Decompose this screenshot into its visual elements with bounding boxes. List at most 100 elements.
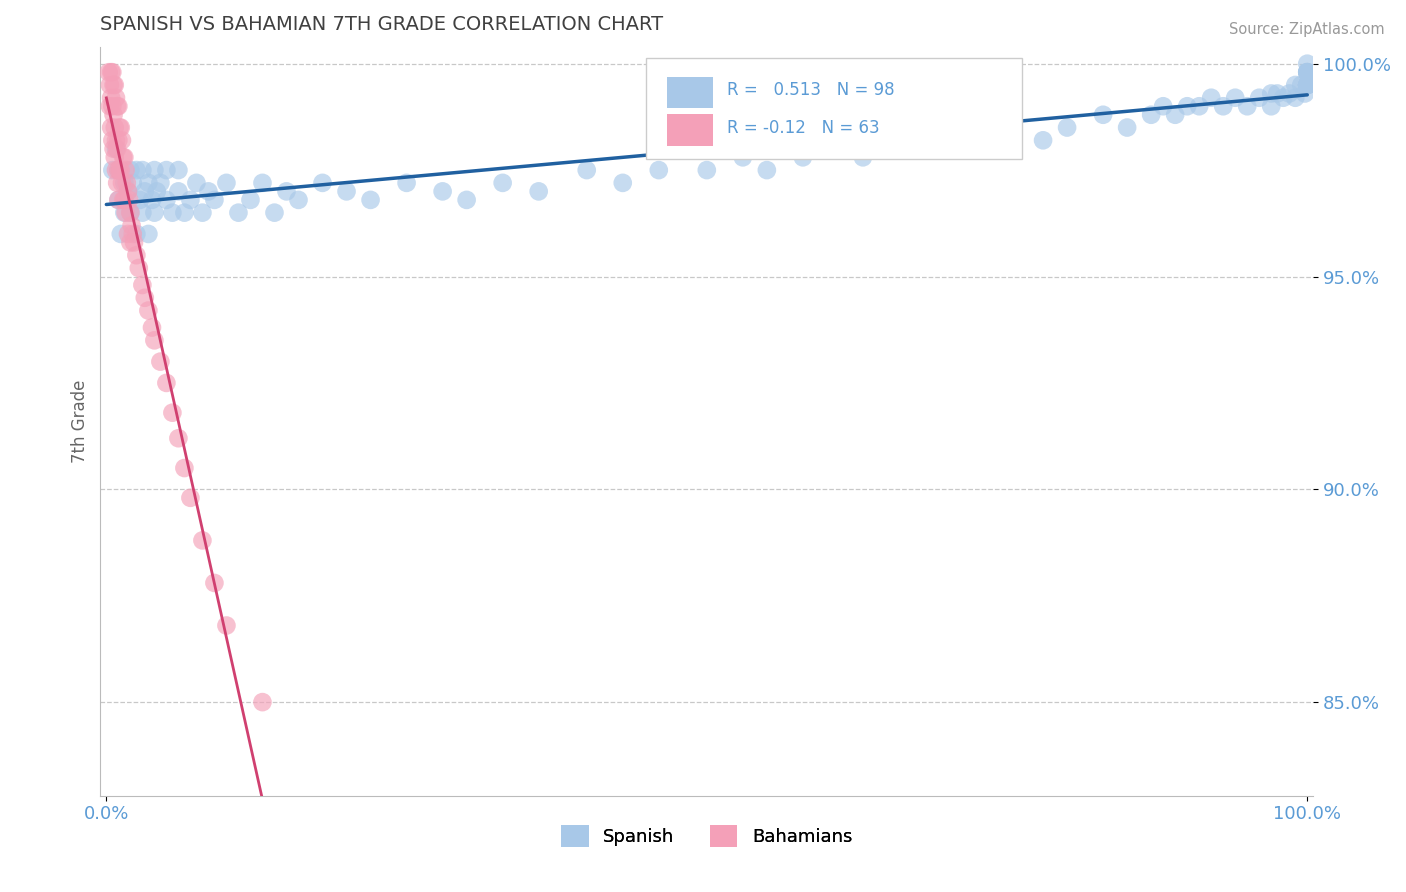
Point [146, 185, 169, 199]
Point [103, 142, 125, 156]
Y-axis label: 7th Grade: 7th Grade [72, 379, 89, 463]
Point [120, 205, 142, 219]
Point [191, 533, 214, 548]
Point [100, 120, 122, 135]
Point [111, 133, 134, 147]
Text: R = -0.12   N = 63: R = -0.12 N = 63 [727, 119, 880, 136]
Point [1294, 87, 1316, 101]
Point [204, 576, 226, 591]
Point [155, 193, 177, 207]
Point [612, 176, 634, 190]
Point [1296, 65, 1319, 79]
Point [107, 133, 129, 147]
Point [167, 163, 190, 178]
Point [1296, 65, 1319, 79]
Point [972, 133, 994, 147]
Point [104, 142, 127, 156]
Point [1225, 91, 1247, 105]
Point [117, 227, 139, 241]
Point [112, 205, 135, 219]
FancyBboxPatch shape [647, 58, 1022, 159]
Point [103, 108, 125, 122]
Point [98, 78, 121, 92]
Point [215, 176, 238, 190]
Point [1249, 91, 1271, 105]
Point [101, 133, 124, 147]
Point [995, 120, 1018, 135]
Point [112, 193, 135, 207]
Point [173, 461, 195, 475]
Point [1188, 99, 1211, 113]
Point [107, 163, 129, 178]
Point [1296, 78, 1319, 92]
Point [97, 65, 120, 79]
Point [755, 163, 778, 178]
Point [120, 205, 142, 219]
Point [1296, 65, 1319, 79]
Point [125, 227, 148, 241]
Point [1278, 87, 1301, 101]
Point [101, 65, 124, 79]
Point [120, 163, 142, 178]
Point [276, 185, 298, 199]
Point [204, 193, 226, 207]
Point [492, 176, 515, 190]
Point [215, 618, 238, 632]
Point [456, 193, 478, 207]
Point [149, 176, 172, 190]
Point [1291, 78, 1313, 92]
Point [129, 193, 152, 207]
Point [104, 163, 127, 178]
Point [1284, 78, 1306, 92]
Point [1296, 78, 1319, 92]
Point [105, 142, 128, 156]
Point [1116, 120, 1139, 135]
Point [162, 205, 184, 219]
Point [125, 248, 148, 262]
Point [575, 163, 598, 178]
Point [100, 91, 122, 105]
Point [128, 260, 150, 275]
Point [141, 193, 163, 207]
Point [112, 150, 135, 164]
Point [936, 142, 959, 156]
Point [141, 320, 163, 334]
Point [179, 491, 201, 505]
Point [114, 205, 136, 219]
Point [1296, 65, 1319, 79]
Point [143, 334, 166, 348]
Point [131, 205, 153, 219]
Point [287, 193, 309, 207]
Point [155, 163, 177, 178]
Point [792, 150, 814, 164]
Point [101, 99, 124, 113]
Point [1056, 120, 1078, 135]
Point [117, 185, 139, 199]
Point [121, 227, 143, 241]
Point [731, 150, 754, 164]
Point [121, 219, 143, 233]
Point [101, 163, 124, 178]
Point [138, 176, 160, 190]
Point [111, 176, 134, 190]
Point [110, 163, 132, 178]
Point [911, 133, 934, 147]
Point [527, 185, 550, 199]
Point [134, 185, 156, 199]
Point [263, 205, 285, 219]
Point [107, 193, 129, 207]
Point [107, 193, 129, 207]
Point [395, 176, 418, 190]
Point [311, 176, 333, 190]
Point [131, 278, 153, 293]
Legend: Spanish, Bahamians: Spanish, Bahamians [554, 818, 859, 855]
FancyBboxPatch shape [666, 114, 713, 145]
Point [1296, 78, 1319, 92]
Point [98, 99, 121, 113]
Point [103, 78, 125, 92]
Point [696, 163, 718, 178]
Point [120, 235, 142, 250]
Point [1092, 108, 1115, 122]
Point [104, 78, 127, 92]
Point [143, 163, 166, 178]
